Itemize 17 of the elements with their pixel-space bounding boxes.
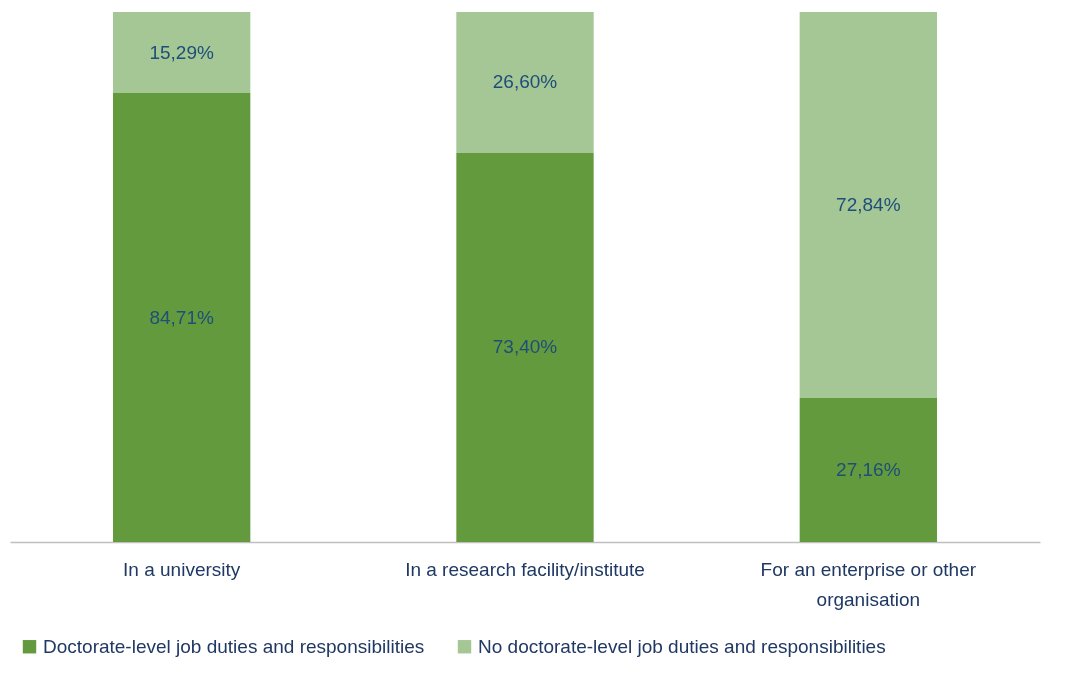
data-label: 72,84%: [836, 194, 901, 216]
bar: [456, 12, 594, 153]
x-tick-label: In a university: [123, 558, 241, 580]
data-label: 84,71%: [149, 306, 214, 328]
data-label: 26,60%: [492, 71, 558, 93]
data-label: 27,16%: [836, 459, 901, 481]
bar: [456, 152, 594, 542]
legend-label: No doctorate-level job duties and responsibilities: [478, 635, 886, 657]
bar: [799, 398, 937, 542]
data-label: 73,40%: [492, 336, 558, 358]
bar: [113, 93, 251, 542]
bar: [799, 12, 937, 399]
data-label: 15,29%: [149, 41, 214, 63]
bar: [113, 12, 251, 94]
x-tick-label: For an enterprise or other organisation: [760, 558, 977, 610]
legend-label: Doctorate-level job duties and responsibilities: [43, 635, 425, 657]
x-tick-label: In a research facility/institute: [405, 558, 645, 580]
